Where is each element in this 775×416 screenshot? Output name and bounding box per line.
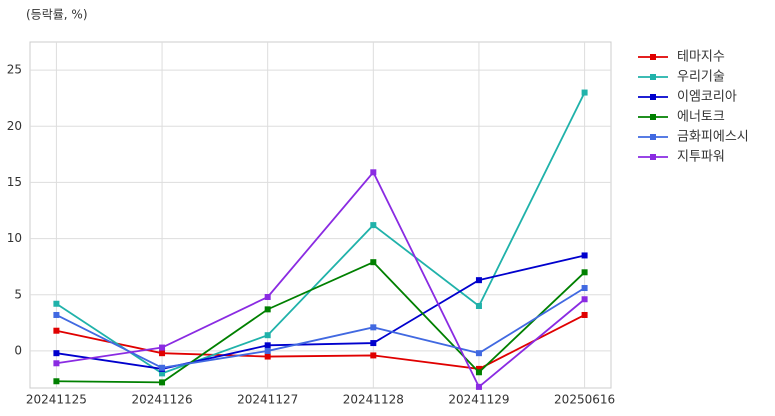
data-point bbox=[370, 222, 377, 229]
data-point bbox=[581, 269, 588, 276]
x-tick-label: 20250616 bbox=[554, 393, 615, 407]
legend-marker bbox=[650, 94, 656, 100]
legend-marker bbox=[650, 114, 656, 120]
data-point bbox=[264, 347, 271, 354]
data-point bbox=[53, 327, 60, 334]
data-point bbox=[475, 302, 482, 309]
data-point bbox=[53, 350, 60, 357]
legend-label: 우리기술 bbox=[677, 70, 725, 85]
y-tick-label: 5 bbox=[14, 287, 22, 301]
data-point bbox=[53, 300, 60, 307]
data-point bbox=[370, 324, 377, 331]
series-line bbox=[56, 170, 586, 389]
series-line bbox=[56, 287, 586, 369]
y-tick-label: 25 bbox=[7, 63, 22, 77]
data-point bbox=[475, 369, 482, 376]
data-point bbox=[159, 350, 166, 357]
x-tick-label: 20241128 bbox=[343, 393, 404, 407]
data-point bbox=[475, 365, 482, 372]
data-point bbox=[581, 285, 588, 292]
data-point bbox=[581, 252, 588, 259]
x-tick-label: 20241127 bbox=[237, 393, 298, 407]
data-point bbox=[159, 370, 166, 377]
data-point bbox=[264, 353, 271, 360]
series-line bbox=[56, 254, 585, 370]
data-point bbox=[53, 378, 60, 385]
data-point bbox=[159, 364, 166, 371]
data-point bbox=[475, 277, 482, 284]
legend-label: 에너토크 bbox=[677, 110, 725, 125]
data-point bbox=[475, 350, 482, 357]
legend-marker bbox=[650, 134, 656, 140]
legend-marker bbox=[650, 154, 656, 160]
data-point bbox=[264, 332, 271, 339]
data-point bbox=[53, 311, 60, 318]
data-point bbox=[53, 360, 60, 367]
data-point bbox=[581, 311, 588, 318]
legend-marker bbox=[650, 74, 656, 80]
data-point bbox=[370, 340, 377, 347]
data-point bbox=[581, 296, 588, 303]
data-point bbox=[370, 352, 377, 359]
data-point bbox=[370, 259, 377, 266]
data-point bbox=[264, 306, 271, 313]
series-line bbox=[55, 92, 586, 375]
y-tick-label: 15 bbox=[7, 175, 22, 189]
legend-marker bbox=[650, 54, 656, 60]
x-tick-label: 20241125 bbox=[26, 393, 87, 407]
legend-label: 테마지수 bbox=[677, 50, 725, 65]
series-line bbox=[56, 261, 586, 384]
data-point bbox=[264, 294, 271, 301]
legend-label: 지투파워 bbox=[677, 150, 725, 165]
plot-area bbox=[29, 41, 612, 389]
y-axis-label: (등락률, %) bbox=[26, 8, 88, 22]
legend-label: 금화피에스시 bbox=[677, 130, 749, 145]
data-point bbox=[264, 342, 271, 349]
data-point bbox=[370, 169, 377, 176]
x-tick-label: 20241129 bbox=[448, 393, 509, 407]
data-point bbox=[581, 89, 588, 96]
y-tick-label: 0 bbox=[14, 343, 22, 357]
y-tick-label: 10 bbox=[7, 231, 22, 245]
legend-label: 이엠코리아 bbox=[677, 90, 737, 105]
data-point bbox=[159, 344, 166, 351]
x-tick-label: 20241126 bbox=[132, 393, 193, 407]
data-point bbox=[159, 379, 166, 386]
y-tick-label: 20 bbox=[7, 119, 22, 133]
data-point bbox=[475, 383, 482, 390]
